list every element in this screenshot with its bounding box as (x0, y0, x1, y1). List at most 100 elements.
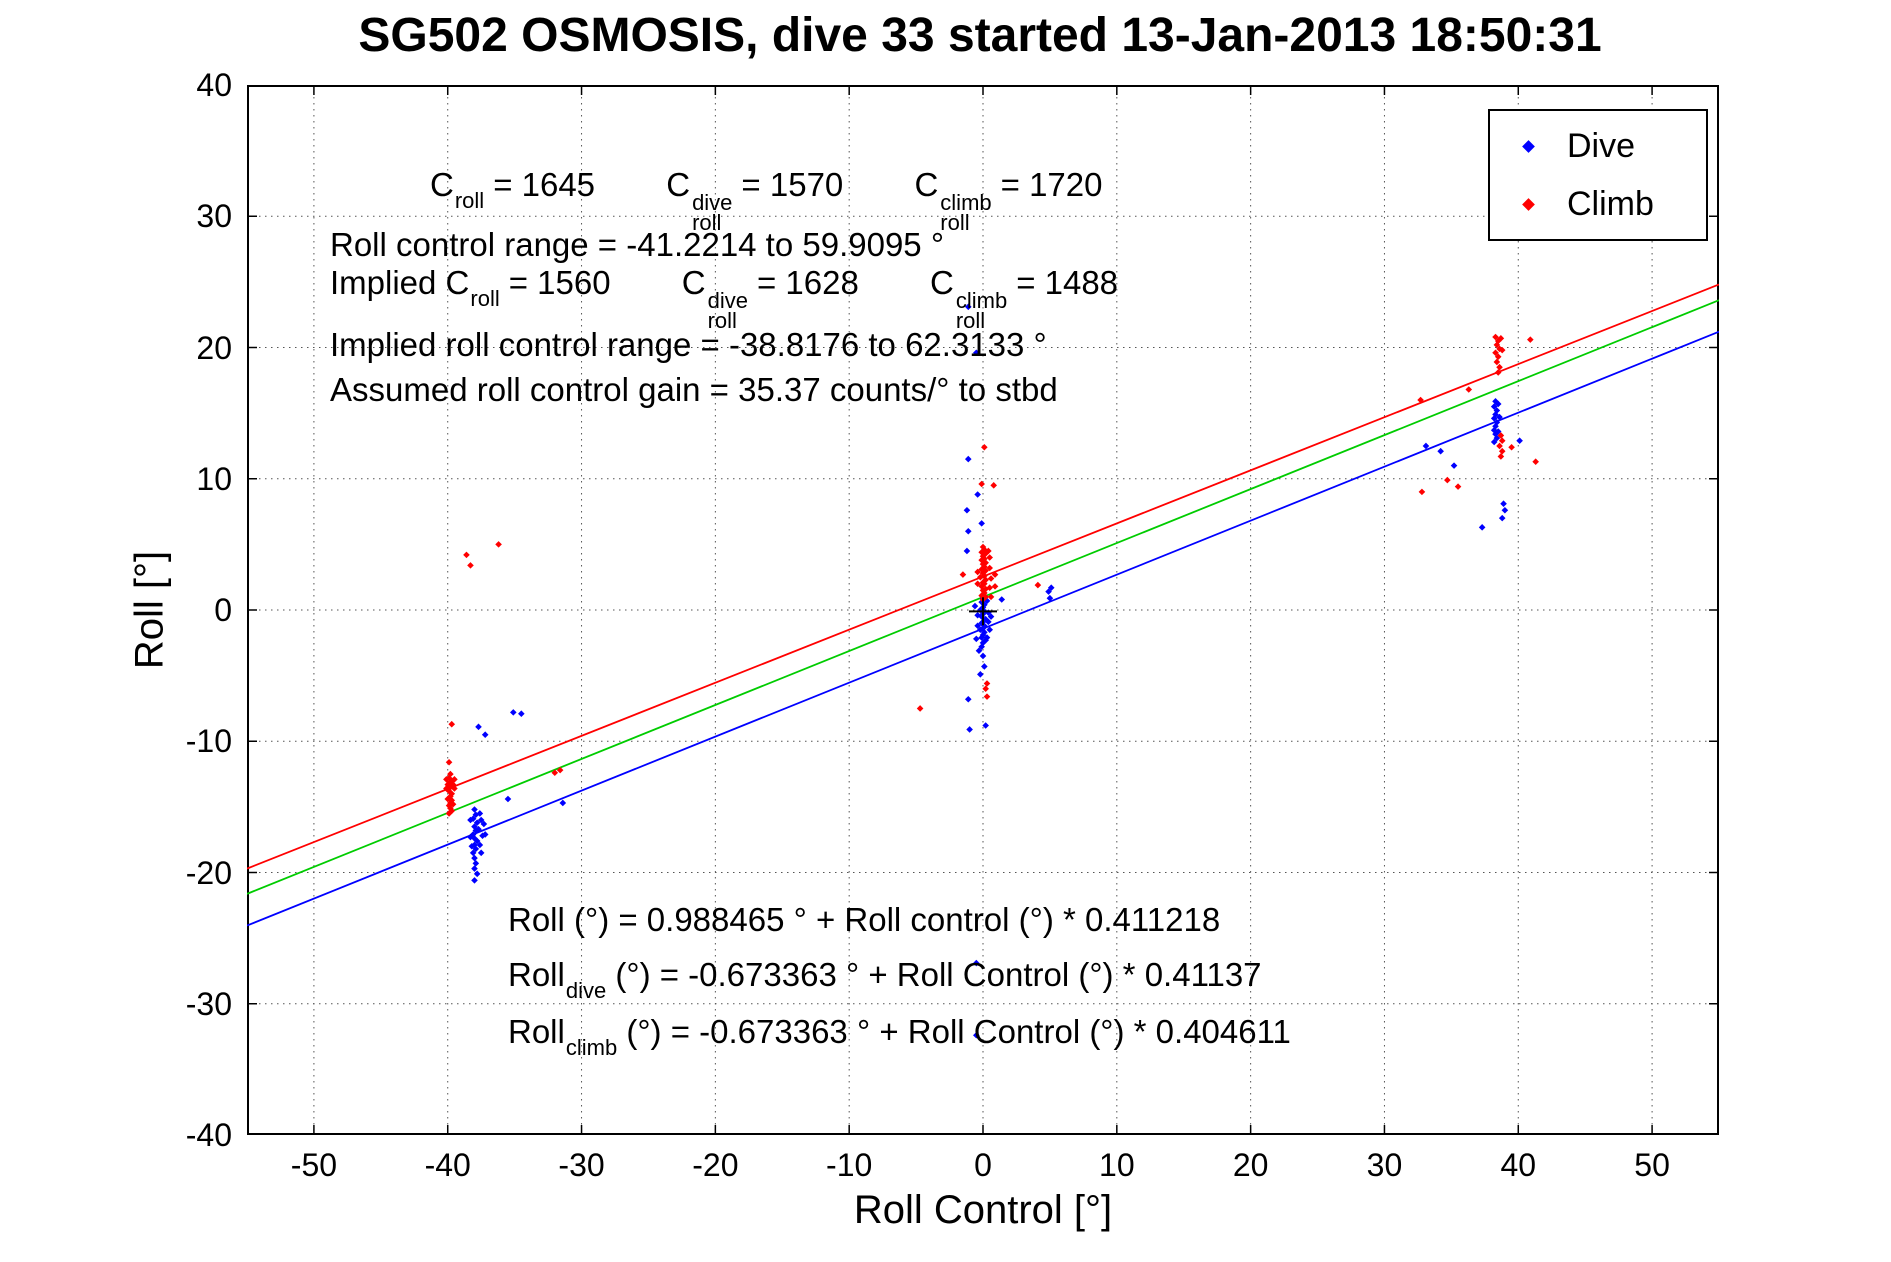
data-point-climb (449, 800, 457, 808)
data-point-dive (476, 810, 484, 817)
data-point-climb (447, 770, 454, 778)
data-point-climb (985, 547, 992, 555)
x-tick-label: -50 (290, 1147, 338, 1183)
data-point-climb (974, 568, 981, 576)
data-point-climb (1454, 483, 1462, 490)
data-point-dive (1450, 462, 1458, 469)
data-point-climb (1493, 358, 1501, 366)
data-point-dive (472, 845, 480, 853)
data-point-dive (974, 622, 981, 630)
data-point-dive (472, 827, 480, 834)
data-point-climb (979, 543, 987, 551)
data-point-dive (471, 877, 478, 884)
data-point-dive (467, 816, 474, 824)
data-point-dive (974, 491, 981, 498)
data-point-climb (1497, 453, 1505, 460)
data-point-dive (978, 634, 985, 641)
data-point-dive (964, 303, 972, 311)
data-point-climb (982, 685, 989, 693)
y-tick-label: 30 (196, 198, 232, 235)
data-point-dive (471, 823, 478, 830)
x-tick-label: 10 (1099, 1147, 1135, 1183)
y-tick-label: -40 (185, 1117, 232, 1153)
x-tick-label: 50 (1634, 1147, 1670, 1183)
data-point-climb (1532, 458, 1539, 465)
data-point-climb (445, 802, 453, 809)
data-point-dive (982, 722, 989, 729)
data-point-dive (973, 635, 980, 643)
data-point-climb (445, 774, 453, 782)
x-tick-label: 0 (974, 1147, 992, 1183)
data-point-dive (973, 1031, 980, 1039)
data-point-dive (1422, 442, 1430, 450)
data-point-climb (1492, 333, 1499, 341)
data-point-climb (495, 541, 502, 548)
data-point-dive (1490, 403, 1498, 410)
data-point-dive (1500, 500, 1507, 507)
data-point-climb (916, 705, 924, 712)
data-point-dive (977, 626, 984, 633)
x-tick-label: -40 (424, 1147, 471, 1183)
data-point-dive (481, 731, 489, 738)
data-point-dive (472, 860, 480, 867)
equation-roll-dive: Rolldive (°) = -0.673363 ° + Roll Contro… (508, 956, 1262, 1003)
data-point-climb (991, 571, 999, 578)
data-point-climb (1527, 336, 1534, 343)
legend-label-dive: Dive (1567, 126, 1636, 165)
data-point-dive (1437, 447, 1444, 455)
data-point-dive (469, 815, 477, 822)
data-point-climb (448, 790, 456, 798)
data-point-dive (472, 811, 480, 819)
data-point-climb (444, 781, 452, 788)
data-point-dive (469, 831, 477, 838)
data-point-dive (963, 506, 971, 514)
data-point-dive (1498, 514, 1506, 522)
data-point-dive (964, 527, 972, 535)
data-point-climb (445, 758, 453, 766)
x-tick-label: 40 (1500, 1147, 1537, 1183)
equation-roll-climb: Rollclimb (°) = -0.673363 ° + Roll Contr… (508, 1013, 1291, 1060)
data-point-dive (480, 820, 488, 828)
annotation-implied-roll-control-range: Implied roll control range = -38.8176 to… (330, 326, 1047, 363)
data-point-climb (467, 562, 474, 569)
data-point-climb (979, 587, 987, 594)
data-point-dive (1047, 584, 1055, 591)
data-point-climb (1508, 443, 1515, 451)
data-point-climb (979, 569, 987, 577)
data-point-dive (981, 663, 988, 670)
data-point-dive (979, 631, 987, 639)
data-point-dive (977, 671, 984, 678)
data-point-dive (1494, 428, 1502, 435)
data-point-dive (971, 602, 979, 610)
data-point-dive (475, 825, 482, 833)
data-point-climb (556, 766, 564, 774)
data-point-climb (443, 776, 450, 783)
data-point-dive (983, 634, 991, 641)
equation-roll-combined: Roll (°) = 0.988465 ° + Roll control (°)… (508, 901, 1221, 938)
data-point-dive (978, 520, 985, 527)
data-point-dive (509, 709, 517, 716)
data-point-dive (467, 833, 474, 841)
data-point-dive (1046, 594, 1054, 602)
data-point-dive (468, 842, 476, 850)
data-point-climb (445, 810, 453, 817)
data-point-dive (987, 613, 995, 620)
data-point-dive (518, 710, 525, 717)
data-point-dive (559, 799, 567, 807)
data-point-dive (1501, 506, 1509, 514)
x-tick-label: 20 (1232, 1147, 1269, 1183)
data-point-climb (1492, 349, 1499, 357)
data-point-climb (448, 807, 456, 815)
data-point-climb (981, 443, 988, 451)
x-tick-label: 30 (1366, 1147, 1403, 1183)
x-tick-label: -10 (826, 1147, 873, 1183)
y-tick-label: 10 (196, 460, 232, 497)
data-point-climb (447, 799, 454, 807)
data-point-climb (1444, 476, 1451, 484)
data-point-dive (964, 455, 972, 463)
data-point-climb (983, 680, 991, 687)
